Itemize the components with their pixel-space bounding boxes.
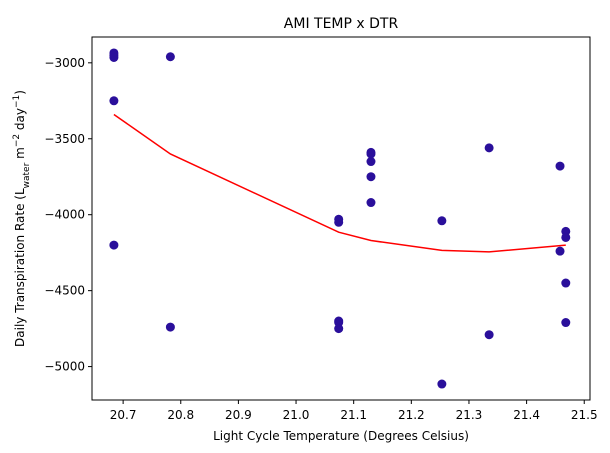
scatter-point [484, 330, 494, 340]
scatter-point [561, 278, 571, 288]
y-tick-label: −3000 [44, 56, 85, 70]
y-tick-label: −4000 [44, 208, 85, 222]
y-axis-title-middle-2: day [13, 108, 27, 134]
y-axis-title-superscript-2: −1 [12, 95, 22, 108]
scatter-point [555, 161, 565, 171]
x-axis-title: Light Cycle Temperature (Degrees Celsius… [213, 429, 469, 443]
x-tick-label: 20.7 [110, 408, 137, 422]
y-tick-label: −3500 [44, 132, 85, 146]
scatter-point [109, 96, 119, 106]
scatter-point [366, 149, 376, 159]
x-tick-label: 20.8 [167, 408, 194, 422]
scatter-point [437, 216, 447, 226]
y-axis-title-middle: m [13, 147, 27, 163]
y-tick-label: −4500 [44, 284, 85, 298]
scatter-point [561, 232, 571, 242]
y-axis-title-prefix: Daily Transpiration Rate (L [13, 188, 27, 347]
scatter-point [555, 246, 565, 256]
scatter-point [561, 318, 571, 328]
x-tick-label: 21.0 [283, 408, 310, 422]
scatter-point [484, 143, 494, 153]
y-axis-title-suffix: ) [13, 90, 27, 95]
plot-area-frame [91, 36, 591, 401]
x-tick-label: 20.9 [225, 408, 252, 422]
scatter-point [165, 52, 175, 62]
y-axis-ticks: −3000 −3500 −4000 −4500 −5000 [44, 56, 92, 374]
x-tick-label: 21.1 [340, 408, 367, 422]
scatter-point [109, 53, 119, 63]
scatter-point [366, 172, 376, 182]
x-tick-label: 21.4 [513, 408, 540, 422]
series-layer [109, 48, 571, 389]
scatter-point [165, 322, 175, 332]
scatter-point [334, 217, 344, 227]
y-axis-title-superscript-1: −2 [12, 134, 22, 147]
trend-line [113, 113, 566, 253]
scatter-point [366, 198, 376, 208]
x-axis-ticks: 20.7 20.8 20.9 21.0 21.1 21.2 21.3 21.4 21.5 [110, 400, 598, 422]
scatter-point [437, 379, 447, 389]
scatter-point [109, 240, 119, 250]
x-tick-label: 21.2 [398, 408, 425, 422]
y-tick-label: −5000 [44, 360, 85, 374]
x-tick-label: 21.3 [456, 408, 483, 422]
scatter-point [366, 157, 376, 167]
scatter-point [334, 324, 344, 334]
y-axis-title-subscript: water [22, 162, 32, 188]
y-axis-title: Daily Transpiration Rate (Lwater m−2 day… [12, 90, 32, 347]
chart-title: AMI TEMP x DTR [284, 16, 399, 32]
x-tick-label: 21.5 [571, 408, 598, 422]
